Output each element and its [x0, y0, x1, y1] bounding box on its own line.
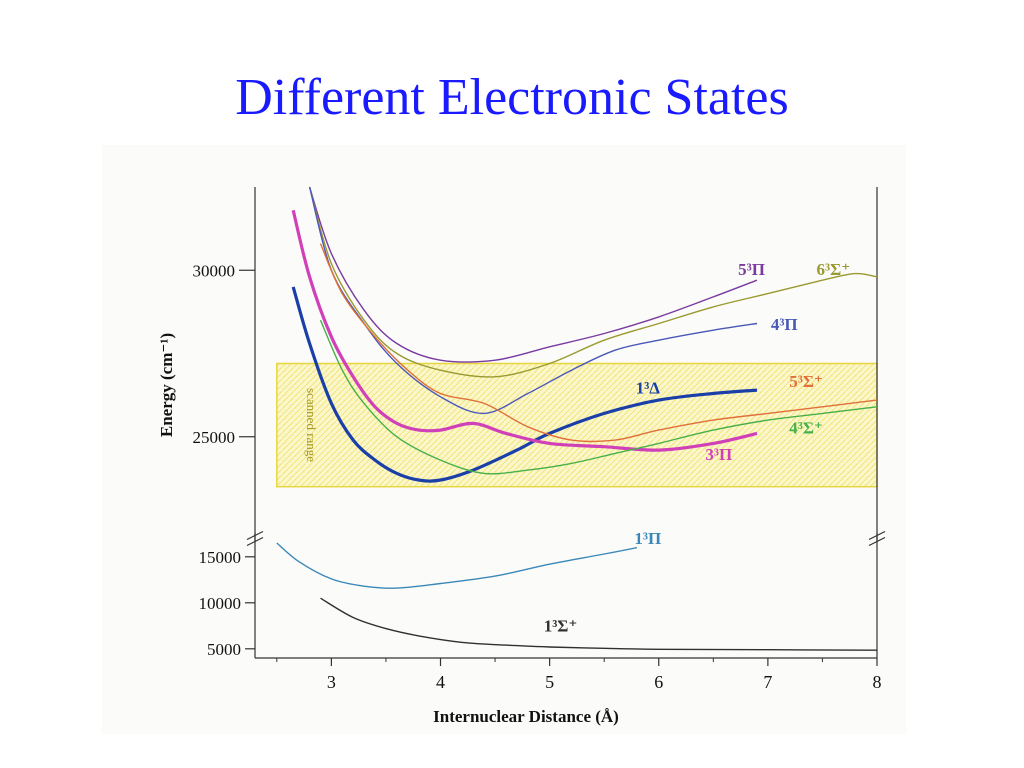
- axis-break-mark: [246, 536, 264, 547]
- scanned-range-label: scanned range: [304, 388, 319, 462]
- series-label: 3³Π: [705, 445, 732, 464]
- x-tick-label: 7: [763, 672, 772, 692]
- y-tick-label-upper: 25000: [193, 428, 236, 447]
- series-label: 1³Σ⁺: [544, 616, 578, 635]
- y-tick-label-lower: 5000: [207, 640, 241, 659]
- series-line-4-sigma: [319, 319, 878, 475]
- series-line-1-pi: [276, 542, 638, 589]
- series-line-6-sigma: [308, 186, 878, 378]
- x-axis-label: Internuclear Distance (Å): [433, 707, 619, 726]
- x-tick-label: 5: [545, 672, 554, 692]
- x-tick-label: 8: [873, 672, 882, 692]
- slide-title: Different Electronic States: [235, 69, 789, 126]
- series-label: 1³Π: [634, 529, 661, 548]
- series-line-5-sigma: [319, 243, 878, 443]
- series-label: 1³Δ: [636, 378, 661, 397]
- scanned-range-band: [276, 362, 878, 488]
- y-axis-label: Energy (cm⁻¹): [157, 333, 176, 437]
- x-tick-label: 6: [654, 672, 663, 692]
- y-tick-label-lower: 10000: [199, 594, 242, 613]
- y-tick-label-lower: 15000: [199, 548, 242, 567]
- x-tick-label: 3: [327, 672, 336, 692]
- series-line-3-pi: [291, 209, 758, 452]
- series-line-5-pi: [308, 186, 758, 363]
- energy-curves-chart: scanned range 3 4 5 6 7 8 25000 30000 5000 10000 15…: [157, 186, 886, 726]
- series-line-1-delta: [291, 286, 758, 483]
- series-line-1-sigma: [320, 597, 878, 651]
- axis-break-mark: [246, 530, 264, 541]
- series-label: 4³Π: [771, 315, 798, 334]
- x-tick-label: 4: [436, 672, 445, 692]
- series-line-4-pi: [308, 186, 758, 415]
- series-label: 4³Σ⁺: [789, 418, 823, 437]
- series-label: 6³Σ⁺: [817, 260, 851, 279]
- series-label: 5³Σ⁺: [789, 372, 823, 391]
- y-tick-label-upper: 30000: [193, 261, 236, 280]
- axis-break-mark: [868, 530, 886, 541]
- series-label: 5³Π: [738, 260, 765, 279]
- chart-figure: scanned range 3 4 5 6 7 8 25000 30000 5000 10000 15…: [102, 145, 906, 734]
- axis-break-mark: [868, 536, 886, 547]
